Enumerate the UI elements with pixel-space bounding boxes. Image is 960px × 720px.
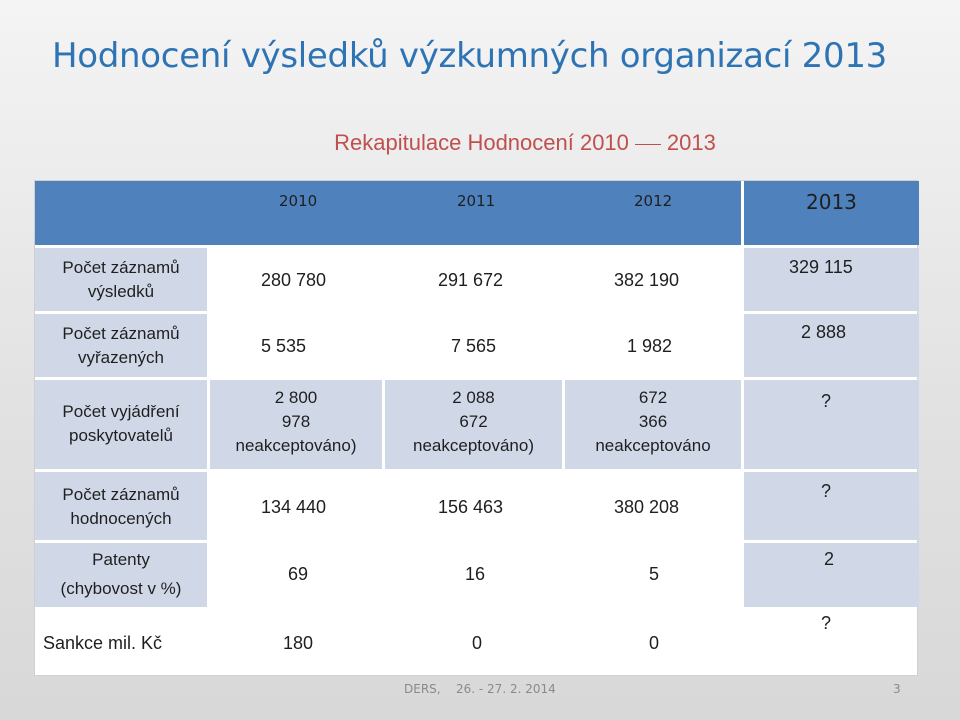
cell-2013: ?: [821, 481, 832, 501]
row-label-patenty: Patenty (chybovost v %): [35, 545, 207, 603]
header-2013: 2013: [806, 190, 857, 214]
subtitle-year: 2013: [666, 130, 716, 155]
row-label-hodnocenych: Počet záznamů hodnocených: [35, 483, 207, 531]
footer-event: DERS,: [404, 682, 441, 696]
table-header: 2010 2011 2012 2013: [35, 181, 919, 245]
row-bg-label-5: [35, 543, 207, 607]
subtitle-dash: [634, 143, 661, 145]
subtitle-text: Rekapitulace Hodnocení 2010: [334, 130, 629, 155]
row-label-line: hodnocených: [70, 509, 172, 528]
row-label-vysledku: Počet záznamů výsledků: [35, 256, 207, 304]
header-2011: 2011: [457, 192, 496, 210]
row-label-line: Počet vyjádření: [62, 402, 180, 421]
row-label-line: Patenty: [92, 550, 150, 569]
cell-2011: 2 088 672 neakceptováno): [385, 386, 562, 458]
header-2012: 2012: [634, 192, 673, 210]
cell-line: neakceptováno): [235, 436, 357, 455]
row-bg-2013-4: [744, 472, 919, 540]
cell-2012: 0: [649, 633, 660, 653]
row-label-line: vyřazených: [78, 348, 164, 367]
row-label-vyrazenych: Počet záznamů vyřazených: [35, 322, 207, 370]
row-label-line: Počet záznamů: [62, 324, 180, 343]
slide-title: Hodnocení výsledků výzkumných organizací…: [52, 36, 887, 76]
cell-2011: 291 672: [438, 270, 504, 290]
cell-2011: 156 463: [438, 497, 504, 517]
cell-2010: 180: [283, 633, 314, 653]
page-number: 3: [893, 682, 901, 696]
row-bg-label-2: [35, 314, 207, 377]
row-label-line: poskytovatelů: [69, 426, 173, 445]
cell-2010: 2 800 978 neakceptováno): [210, 386, 382, 458]
slide-subtitle: Rekapitulace Hodnocení 2010 2013: [0, 130, 960, 156]
header-separator: [741, 181, 744, 245]
row-bg-2013-1: [744, 248, 919, 311]
cell-2012: 672 366 neakceptováno: [565, 386, 741, 458]
cell-2013: 2 888: [801, 322, 847, 342]
row-label-line: výsledků: [87, 282, 155, 301]
row-bg-2012-3: [565, 380, 741, 469]
row-bg-2010-3: [210, 380, 382, 469]
cell-2011: 0: [472, 633, 483, 653]
cell-2013: ?: [821, 613, 832, 633]
row-bg-label-4: [35, 472, 207, 540]
cell-2013: 2: [824, 549, 835, 569]
row-bg-2013-3: [744, 380, 919, 469]
cell-line: 978: [281, 412, 311, 431]
row-label-line: (chybovost v %): [60, 579, 182, 598]
cell-2012: 382 190: [614, 270, 680, 290]
cell-2012: 380 208: [614, 497, 680, 517]
row-bg-label-1: [35, 248, 207, 311]
row-bg-2013-2: [744, 314, 919, 377]
cell-line: neakceptováno): [413, 436, 534, 455]
cell-2010: 5 535: [261, 336, 307, 356]
cell-2010: 69: [288, 564, 309, 584]
cell-2012: 1 982: [627, 336, 673, 356]
cell-2011: 16: [465, 564, 486, 584]
cell-line: neakceptováno: [595, 436, 711, 455]
row-label-line: Počet záznamů: [62, 485, 180, 504]
row-label-line: Počet záznamů: [62, 258, 180, 277]
cell-2012: 5: [649, 564, 660, 584]
row-label-vyjadreni: Počet vyjádření poskytovatelů: [35, 400, 207, 448]
row-label-sankce: Sankce mil. Kč: [43, 633, 163, 653]
table-card: 2010 2011 2012 2013 Počet záznamů výsled…: [34, 180, 919, 676]
cell-2013: ?: [821, 391, 832, 411]
cell-line: 2 088: [452, 388, 495, 407]
cell-2013: 329 115: [789, 257, 853, 277]
cell-2010: 134 440: [261, 497, 327, 517]
cell-line: 366: [638, 412, 668, 431]
cell-line: 672: [459, 412, 488, 431]
cell-line: 2 800: [274, 388, 318, 407]
cell-2011: 7 565: [451, 336, 497, 356]
row-bg-label-3: [35, 380, 207, 469]
cell-2010: 280 780: [261, 270, 327, 290]
footer-date: 26. - 27. 2. 2014: [456, 682, 556, 696]
header-2010: 2010: [279, 192, 318, 210]
row-bg-2013-5: [744, 543, 919, 607]
row-bg-2011-3: [385, 380, 562, 469]
cell-line: 672: [638, 388, 668, 407]
